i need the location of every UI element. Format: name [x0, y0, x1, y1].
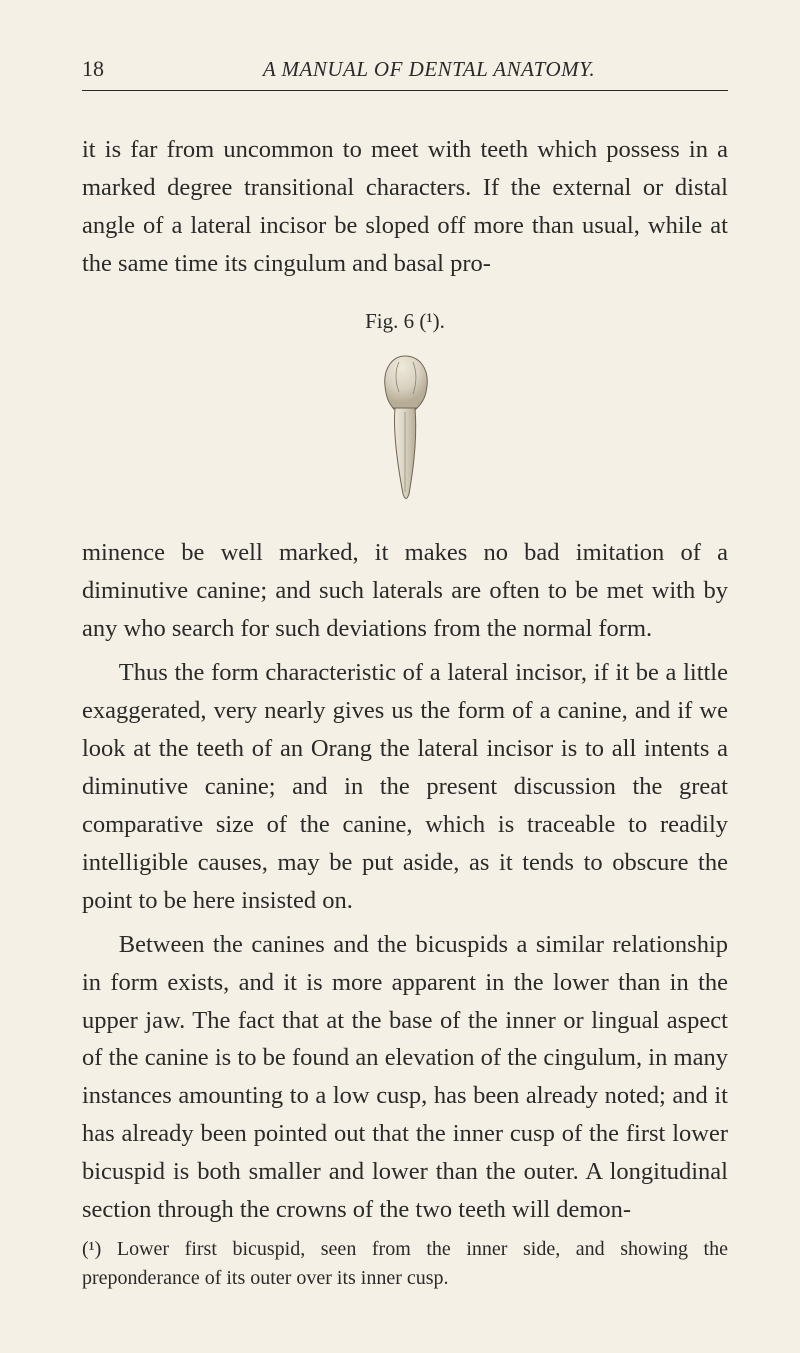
footnote: (¹) Lower first bicuspid, seen from the … — [82, 1235, 728, 1293]
page: 18 A MANUAL OF DENTAL ANATOMY. it is far… — [0, 0, 800, 1349]
page-number: 18 — [82, 56, 130, 82]
tooth-illustration-icon — [373, 352, 437, 500]
header-row: 18 A MANUAL OF DENTAL ANATOMY. — [82, 56, 728, 82]
body-text: it is far from uncommon to meet with tee… — [82, 131, 728, 1229]
paragraph-4: Between the canines and the bicuspids a … — [82, 926, 728, 1230]
footnote-marker: (¹) — [82, 1238, 101, 1260]
paragraph-3: Thus the form characteristic of a latera… — [82, 654, 728, 920]
footnote-text: Lower first bicuspid, seen from the inne… — [82, 1238, 728, 1289]
header-rule — [82, 90, 728, 91]
running-title: A MANUAL OF DENTAL ANATOMY. — [130, 57, 728, 82]
paragraph-2: minence be well marked, it makes no bad … — [82, 534, 728, 648]
paragraph-1: it is far from uncommon to meet with tee… — [82, 131, 728, 283]
figure-label: Fig. 6 (¹). — [82, 309, 728, 334]
figure-container — [82, 352, 728, 500]
